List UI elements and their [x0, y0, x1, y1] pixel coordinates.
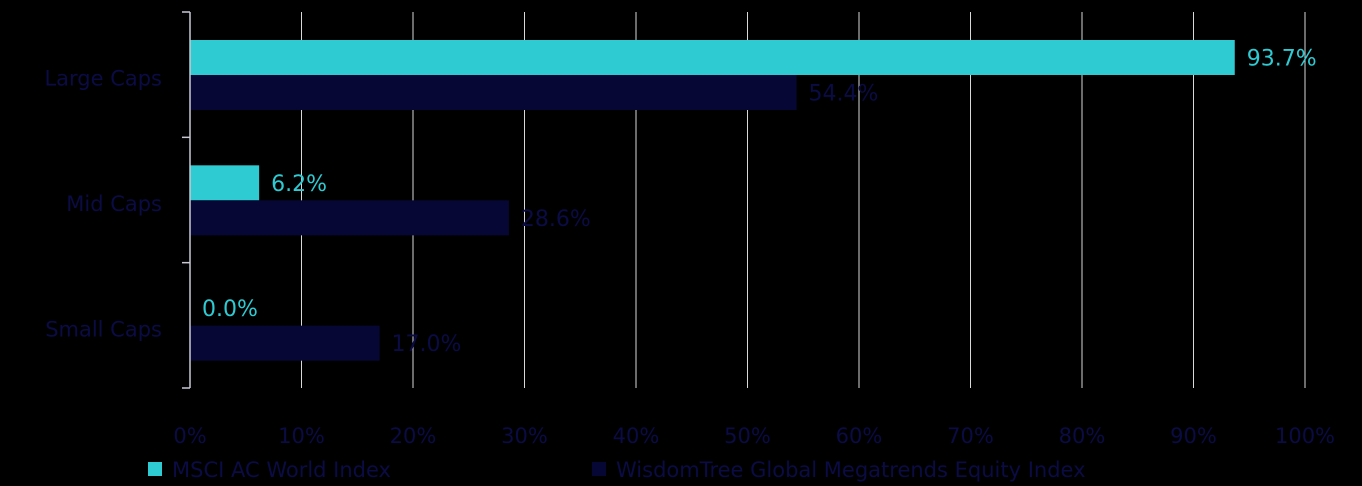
- bar-wisdomtree-megatrends: [190, 75, 797, 110]
- data-label: 28.6%: [521, 207, 591, 232]
- x-tick-label: 40%: [613, 424, 660, 448]
- legend-label: MSCI AC World Index: [172, 458, 391, 482]
- x-tick-label: 50%: [724, 424, 771, 448]
- x-tick-label: 100%: [1275, 424, 1335, 448]
- data-label: 93.7%: [1247, 47, 1317, 72]
- bars: [190, 40, 1235, 361]
- data-label: 54.4%: [809, 82, 879, 107]
- legend-label: WisdomTree Global Megatrends Equity Inde…: [616, 458, 1086, 482]
- x-tick-label: 70%: [947, 424, 994, 448]
- legend-swatch-msci-acwi: [148, 462, 162, 476]
- bar-msci-acwi: [190, 165, 260, 201]
- data-label: 17.0%: [392, 332, 462, 357]
- legend-swatch-wisdomtree-megatrends: [592, 462, 606, 476]
- x-tick-label: 30%: [501, 424, 548, 448]
- bar-wisdomtree-megatrends: [190, 325, 380, 361]
- x-tick-label: 80%: [1059, 424, 1106, 448]
- legend: MSCI AC World Index WisdomTree Global Meg…: [148, 458, 1086, 482]
- x-tick-label: 0%: [173, 424, 206, 448]
- data-label: 0.0%: [202, 297, 258, 322]
- bar-msci-acwi: [190, 40, 1235, 75]
- data-label: 6.2%: [271, 172, 327, 197]
- x-tick-label: 10%: [278, 424, 325, 448]
- category-label: Large Caps: [44, 67, 162, 91]
- bar-wisdomtree-megatrends: [190, 200, 509, 236]
- axes: 0% 10% 20% 30% 40% 50% 60% 70% 80% 90% 100% Large C…: [44, 11, 1335, 448]
- category-label: Mid Caps: [66, 192, 162, 216]
- data-labels: 93.7% 6.2% 0.0% 54.4% 28.6% 17.0%: [202, 47, 1317, 358]
- x-tick-label: 90%: [1170, 424, 1217, 448]
- category-label: Small Caps: [45, 317, 162, 341]
- x-tick-label: 20%: [390, 424, 437, 448]
- x-tick-label: 60%: [836, 424, 883, 448]
